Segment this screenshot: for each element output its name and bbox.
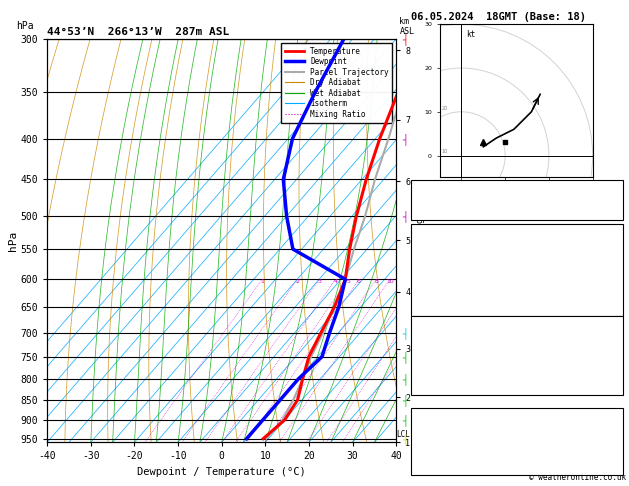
Text: 10: 10 bbox=[442, 149, 448, 155]
Legend: Temperature, Dewpoint, Parcel Trajectory, Dry Adiabat, Wet Adiabat, Isotherm, Mi: Temperature, Dewpoint, Parcel Trajectory… bbox=[281, 43, 392, 122]
Text: ┤: ┤ bbox=[403, 414, 408, 426]
Text: 215: 215 bbox=[603, 435, 620, 445]
Text: Mixing Ratio (g/kg): Mixing Ratio (g/kg) bbox=[416, 213, 425, 308]
Text: 20: 20 bbox=[431, 279, 438, 284]
Text: 0: 0 bbox=[614, 302, 620, 312]
Text: 297°: 297° bbox=[598, 448, 620, 457]
Text: Lifted Index: Lifted Index bbox=[414, 277, 479, 286]
Y-axis label: hPa: hPa bbox=[8, 230, 18, 251]
Text: CAPE (J): CAPE (J) bbox=[414, 290, 457, 298]
Text: 3: 3 bbox=[318, 279, 321, 284]
Text: ┤: ┤ bbox=[403, 210, 408, 222]
Text: 0: 0 bbox=[614, 369, 620, 378]
Text: SREH: SREH bbox=[414, 435, 435, 445]
Text: 0: 0 bbox=[614, 382, 620, 391]
Text: Lifted Index: Lifted Index bbox=[414, 356, 479, 365]
Text: Temp (°C): Temp (°C) bbox=[414, 238, 462, 247]
Text: km
ASL: km ASL bbox=[399, 17, 415, 36]
Text: 19: 19 bbox=[609, 181, 620, 191]
Text: StmDir: StmDir bbox=[414, 448, 446, 457]
Text: ┤: ┤ bbox=[403, 394, 408, 406]
Text: 06.05.2024  18GMT (Base: 18): 06.05.2024 18GMT (Base: 18) bbox=[411, 12, 586, 22]
Text: PW (cm): PW (cm) bbox=[414, 207, 452, 216]
Text: Surface: Surface bbox=[498, 225, 535, 234]
Text: StmSpd (kt): StmSpd (kt) bbox=[414, 461, 473, 470]
Text: 15: 15 bbox=[412, 279, 420, 284]
Text: 21: 21 bbox=[609, 461, 620, 470]
Text: 139: 139 bbox=[603, 422, 620, 432]
Text: 700: 700 bbox=[603, 330, 620, 339]
Text: 40: 40 bbox=[609, 194, 620, 203]
Text: 8: 8 bbox=[374, 279, 378, 284]
Text: Most Unstable: Most Unstable bbox=[482, 317, 552, 327]
Text: ┤: ┤ bbox=[403, 133, 408, 145]
Text: Dewp (°C): Dewp (°C) bbox=[414, 251, 462, 260]
Text: ┤: ┤ bbox=[403, 433, 408, 445]
X-axis label: Dewpoint / Temperature (°C): Dewpoint / Temperature (°C) bbox=[137, 467, 306, 477]
Text: 2: 2 bbox=[296, 279, 299, 284]
Text: θₑ(K): θₑ(K) bbox=[414, 263, 441, 273]
Text: ┤: ┤ bbox=[403, 351, 408, 363]
Text: 8.8: 8.8 bbox=[603, 238, 620, 247]
Text: hPa: hPa bbox=[16, 21, 33, 31]
Text: 10: 10 bbox=[386, 279, 394, 284]
Text: CAPE (J): CAPE (J) bbox=[414, 369, 457, 378]
Text: EH: EH bbox=[414, 422, 425, 432]
Text: 313: 313 bbox=[603, 343, 620, 352]
Text: Totals Totals: Totals Totals bbox=[414, 194, 484, 203]
Text: 5: 5 bbox=[347, 279, 350, 284]
Text: K: K bbox=[414, 181, 420, 191]
Text: Pressure (mb): Pressure (mb) bbox=[414, 330, 484, 339]
Text: 13: 13 bbox=[609, 277, 620, 286]
Text: © weatheronline.co.uk: © weatheronline.co.uk bbox=[529, 473, 626, 482]
Text: 1.72: 1.72 bbox=[598, 207, 620, 216]
Text: 5: 5 bbox=[614, 251, 620, 260]
Text: 4: 4 bbox=[333, 279, 338, 284]
Text: ┤: ┤ bbox=[403, 33, 408, 45]
Text: 25: 25 bbox=[445, 279, 454, 284]
Text: ┤: ┤ bbox=[403, 327, 408, 339]
Text: 44°53’N  266°13’W  287m ASL: 44°53’N 266°13’W 287m ASL bbox=[47, 27, 230, 37]
Text: 3: 3 bbox=[614, 356, 620, 365]
Text: 20: 20 bbox=[442, 105, 448, 111]
Text: kt: kt bbox=[466, 31, 475, 39]
Text: ┤: ┤ bbox=[403, 373, 408, 385]
Text: CIN (J): CIN (J) bbox=[414, 302, 452, 312]
Text: 1: 1 bbox=[260, 279, 264, 284]
Text: 0: 0 bbox=[614, 290, 620, 298]
Text: 6: 6 bbox=[357, 279, 361, 284]
Text: CIN (J): CIN (J) bbox=[414, 382, 452, 391]
Text: LCL: LCL bbox=[397, 431, 411, 439]
Text: θₑ (K): θₑ (K) bbox=[414, 343, 446, 352]
Text: 299: 299 bbox=[603, 263, 620, 273]
Text: Hodograph: Hodograph bbox=[493, 410, 541, 419]
